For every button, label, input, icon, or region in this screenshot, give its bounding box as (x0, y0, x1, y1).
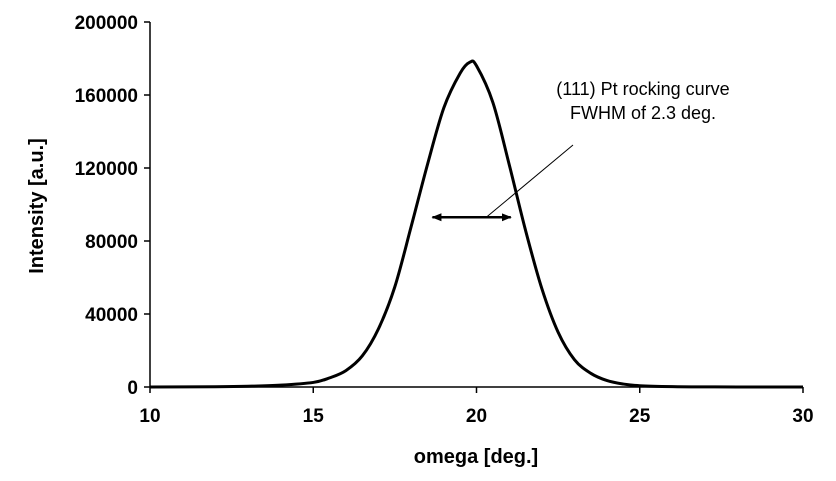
x-tick-label: 20 (466, 406, 487, 427)
rocking-curve-line (149, 59, 804, 389)
annotation-line-2: FWHM of 2.3 deg. (570, 103, 716, 123)
y-axis-title: Intensity [a.u.] (26, 138, 48, 274)
y-tick-label: 160000 (75, 86, 138, 107)
y-tick-label: 200000 (75, 13, 138, 34)
x-tick-label: 15 (303, 406, 325, 427)
fwhm-annotation: (111) Pt rocking curve FWHM of 2.3 deg. (431, 79, 730, 222)
data-series (149, 59, 804, 389)
x-tick-label: 10 (139, 406, 160, 427)
x-tick-label: 30 (792, 406, 813, 427)
x-axis-ticks: 10 15 20 25 30 (139, 387, 814, 427)
annotation-leader-line (485, 144, 574, 218)
x-axis-title: omega [deg.] (414, 446, 538, 468)
x-tick-label: 25 (629, 406, 651, 427)
plot-axes (149, 22, 803, 388)
annotation-line-1: (111) Pt rocking curve (556, 79, 729, 99)
y-tick-label: 40000 (85, 305, 138, 326)
y-axis-ticks: 0 40000 80000 120000 160000 200000 (75, 13, 150, 399)
y-tick-label: 120000 (75, 159, 138, 180)
y-tick-label: 0 (127, 378, 138, 399)
y-tick-label: 80000 (85, 232, 138, 253)
